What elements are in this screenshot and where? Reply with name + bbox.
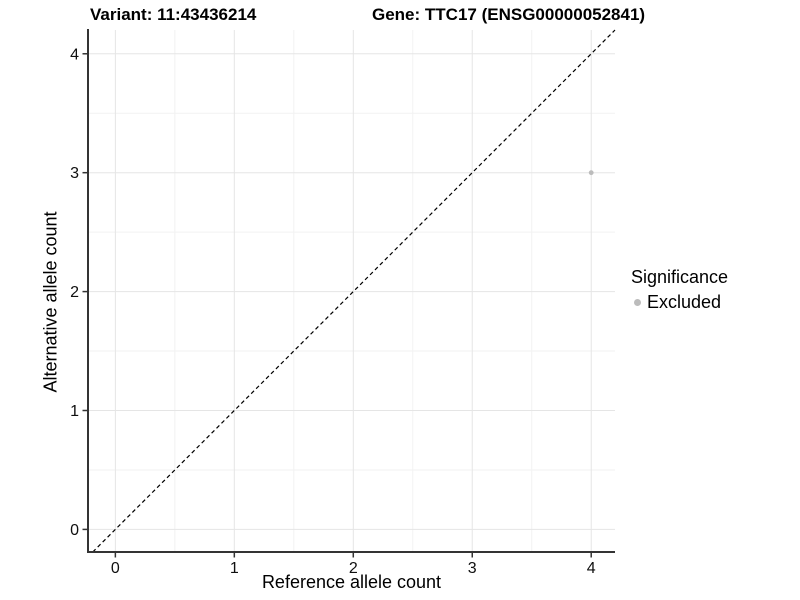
variant-title: Variant: 11:43436214 xyxy=(90,5,257,24)
x-tick-label: 4 xyxy=(587,560,596,577)
gene-title: Gene: TTC17 (ENSG00000052841) xyxy=(372,5,646,24)
x-tick-label: 0 xyxy=(111,560,120,577)
x-tick-label: 1 xyxy=(230,560,239,577)
y-tick-label: 2 xyxy=(70,284,79,301)
legend: Significance Excluded xyxy=(631,267,728,312)
y-tick-label: 4 xyxy=(70,46,79,63)
data-point xyxy=(588,170,594,176)
legend-items: Excluded xyxy=(631,292,728,312)
legend-key-dot-icon xyxy=(634,298,641,306)
y-tick-label: 1 xyxy=(70,403,79,420)
y-tick-label: 0 xyxy=(70,522,79,539)
x-axis-title: Reference allele count xyxy=(261,572,442,592)
legend-item: Excluded xyxy=(631,292,728,312)
legend-item-label: Excluded xyxy=(647,292,722,312)
y-tick-label: 3 xyxy=(70,165,79,182)
legend-title: Significance xyxy=(631,267,729,287)
x-tick-label: 3 xyxy=(468,560,477,577)
identity-dashed-line xyxy=(92,29,616,553)
x-tick-label: 2 xyxy=(349,560,358,577)
y-axis-title: Alternative allele count xyxy=(40,211,61,393)
